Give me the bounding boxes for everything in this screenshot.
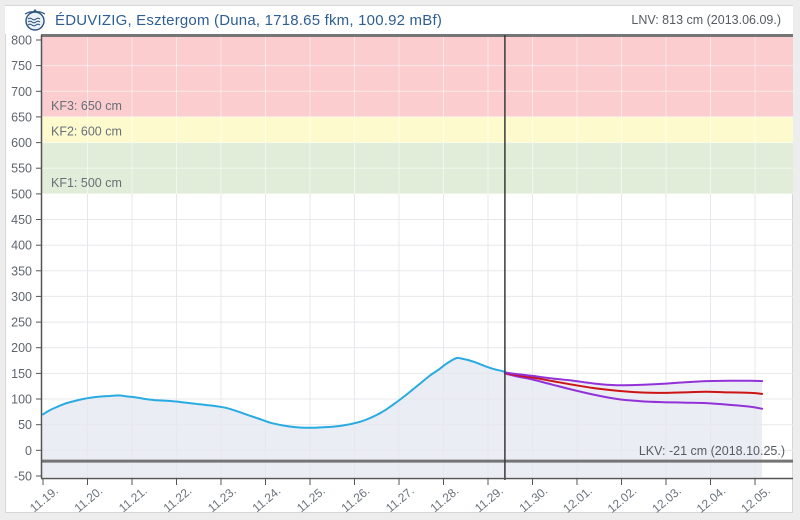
x-axis-label: 12.05. — [738, 484, 773, 516]
x-axis-label: 11.19. — [27, 484, 61, 516]
band-flood-level-3 — [41, 35, 793, 117]
y-axis-label-300: 300 — [11, 290, 32, 304]
x-axis-label: 12.03. — [649, 484, 684, 516]
y-axis-label-450: 450 — [11, 213, 32, 227]
lkv-record-label: LKV: -21 cm (2018.10.25.) — [639, 444, 785, 458]
band-flood-level-2 — [41, 116, 793, 143]
y-axis-label-550: 550 — [11, 162, 32, 176]
y-axis-label-200: 200 — [11, 341, 32, 355]
eduvizig-logo-icon — [23, 8, 47, 32]
y-axis-label-250: 250 — [11, 316, 32, 330]
y-axis-label-700: 700 — [11, 85, 32, 99]
band-label-flood-level-2: KF2: 600 cm — [51, 125, 122, 139]
band-label-flood-level-1: KF1: 500 cm — [51, 176, 122, 190]
y-axis-labels: 8007507006506005505004504003503002502001… — [11, 34, 32, 484]
y-axis-label--50: -50 — [14, 470, 32, 484]
x-axis-label: 12.01. — [560, 484, 595, 516]
y-axis-label-350: 350 — [11, 264, 32, 278]
x-axis-label: 11.28. — [428, 484, 462, 516]
x-axis-labels: 11.19. 11.20. 11.21. 11.22. 11.23. 11.24. 11.2… — [27, 484, 773, 516]
y-axis-label-600: 600 — [11, 136, 32, 150]
x-axis-label: 12.04. — [694, 484, 729, 516]
forecast-lower-line — [503, 372, 764, 410]
area-fill — [41, 357, 763, 477]
x-axis-label: 11.27. — [383, 484, 417, 516]
x-axis-label: 11.26. — [339, 484, 373, 516]
axes — [36, 35, 793, 485]
x-axis-label: 11.21. — [116, 484, 150, 516]
chart-title: ÉDUVIZIG, Esztergom (Duna, 1718.65 fkm, … — [55, 11, 443, 29]
band-label-flood-level-3: KF3: 650 cm — [51, 99, 122, 113]
y-axis-label-650: 650 — [11, 110, 32, 124]
y-axis-label-750: 750 — [11, 59, 32, 73]
x-axis-label: 11.24. — [250, 484, 284, 516]
y-axis-label-0: 0 — [25, 444, 32, 458]
y-axis-label-800: 800 — [11, 34, 32, 48]
observed-series-line — [42, 356, 506, 429]
y-axis-label-400: 400 — [11, 239, 32, 253]
x-axis-label: 11.22. — [161, 484, 195, 516]
x-axis-label: 11.29. — [472, 484, 506, 516]
y-axis-label-50: 50 — [18, 418, 32, 432]
y-axis-label-500: 500 — [11, 187, 32, 201]
y-axis-label-100: 100 — [11, 393, 32, 407]
x-axis-label: 11.25. — [294, 484, 328, 516]
forecast-upper-line — [503, 371, 764, 387]
gridlines — [41, 35, 793, 478]
flood-bands — [41, 35, 793, 194]
x-axis-label: 11.30. — [517, 484, 551, 516]
x-axis-label: 12.02. — [605, 484, 640, 516]
x-axis-label: 11.20. — [72, 484, 106, 516]
x-axis-label: 11.23. — [205, 484, 239, 516]
header: ÉDUVIZIG, Esztergom (Duna, 1718.65 fkm, … — [5, 6, 793, 34]
lnv-record-label: LNV: 813 cm (2013.06.09.) — [631, 13, 781, 27]
header-left: ÉDUVIZIG, Esztergom (Duna, 1718.65 fkm, … — [23, 8, 442, 32]
band-labels: KF3: 650 cm KF2: 600 cm KF1: 500 cm — [51, 99, 122, 190]
forecast-median-line — [503, 371, 764, 395]
y-axis-label-150: 150 — [11, 367, 32, 381]
